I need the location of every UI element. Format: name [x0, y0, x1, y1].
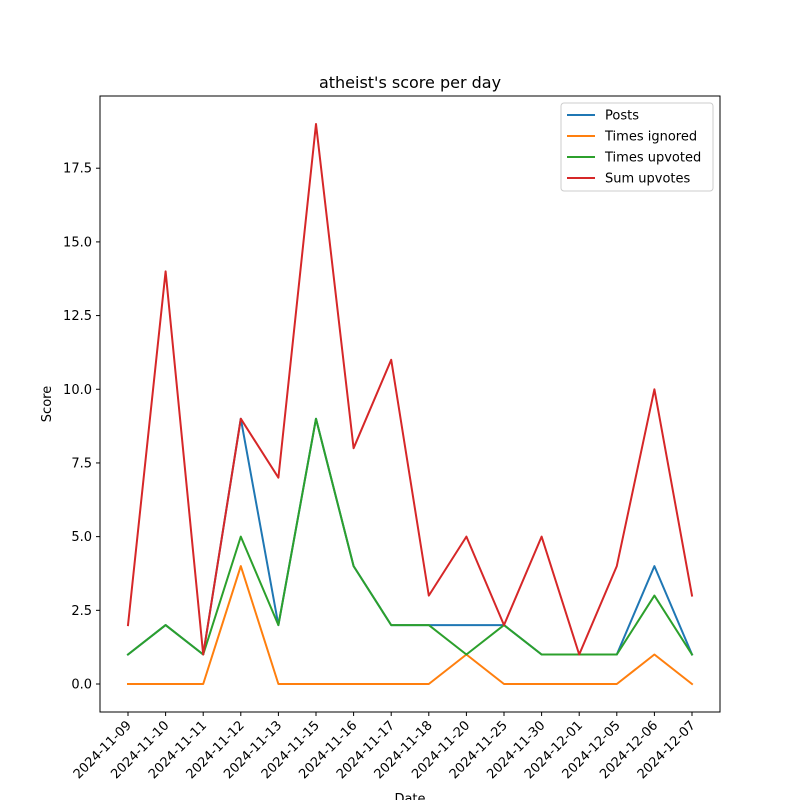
plot-area-frame [99, 95, 721, 713]
legend: Posts Times ignored Times upvoted Sum upvot… [560, 102, 714, 192]
series-lines [126, 123, 694, 686]
series-line [126, 123, 694, 656]
y-tick-label: 2.5 [71, 604, 92, 619]
legend-label: Sum upvotes [605, 172, 691, 187]
legend-frame [560, 102, 714, 192]
series-line [126, 417, 694, 656]
y-tick-label: 17.5 [63, 162, 92, 177]
legend-label: Times upvoted [604, 151, 701, 166]
legend-label: Posts [605, 109, 639, 124]
ticks: 0.02.55.07.510.012.515.017.52024-11-0920… [63, 162, 699, 783]
y-tick-label: 15.0 [63, 235, 92, 250]
y-tick-label: 5.0 [71, 530, 92, 545]
y-tick-label: 12.5 [63, 309, 92, 324]
y-tick-label: 7.5 [71, 456, 92, 471]
y-tick-label: 10.0 [63, 383, 92, 398]
y-axis-title: Score [40, 386, 55, 422]
legend-label: Times ignored [604, 130, 697, 145]
y-tick-label: 0.0 [71, 678, 92, 693]
series-line [126, 417, 694, 656]
x-axis-title: Date [394, 792, 425, 800]
chart-title: atheist's score per day [319, 73, 501, 92]
series-line [127, 565, 694, 686]
